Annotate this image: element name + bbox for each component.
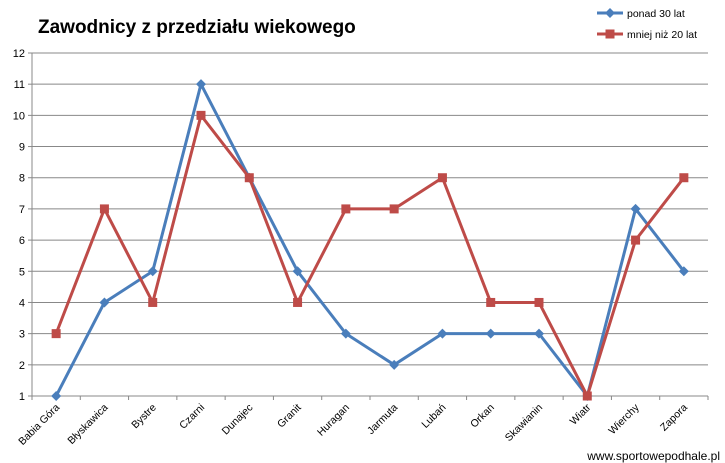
data-point bbox=[196, 110, 206, 120]
series-line bbox=[54, 113, 686, 398]
y-tick-label: 12 bbox=[13, 48, 25, 60]
data-point bbox=[293, 297, 303, 307]
data-point bbox=[340, 328, 351, 339]
x-tick-label: Orkan bbox=[468, 402, 497, 431]
data-point bbox=[437, 173, 447, 183]
legend-label: mniej niż 20 lat bbox=[627, 29, 697, 41]
legend-marker bbox=[605, 8, 615, 18]
data-point bbox=[51, 391, 62, 401]
data-point bbox=[147, 266, 158, 277]
y-tick-label: 4 bbox=[19, 297, 25, 309]
x-tick-label: Wiatr bbox=[568, 401, 594, 427]
legend: ponad 30 lat mniej niż 20 lat bbox=[597, 8, 697, 41]
y-tick-label: 8 bbox=[19, 173, 25, 185]
x-tick-label: Babia Góra bbox=[16, 402, 62, 448]
y-tick-label: 1 bbox=[19, 391, 25, 403]
y-tick-label: 5 bbox=[19, 266, 25, 278]
data-point bbox=[292, 266, 303, 277]
series-line bbox=[54, 82, 686, 398]
data-point bbox=[51, 329, 61, 339]
data-point bbox=[389, 359, 400, 370]
chart-title: Zawodnicy z przedziału wiekowego bbox=[38, 17, 356, 38]
data-point bbox=[630, 203, 641, 214]
series-2 bbox=[51, 110, 689, 401]
legend-label: ponad 30 lat bbox=[627, 8, 685, 20]
data-point bbox=[582, 391, 592, 401]
data-point bbox=[534, 297, 544, 307]
x-tick-label: Dunajec bbox=[220, 402, 256, 438]
source-credit: www.sportowepodhale.pl bbox=[586, 449, 720, 463]
data-point bbox=[678, 266, 689, 277]
data-point bbox=[485, 328, 496, 339]
x-tick-label: Granit bbox=[275, 402, 304, 431]
y-tick-label: 6 bbox=[19, 235, 25, 247]
x-tick-label: Czarni bbox=[177, 402, 207, 432]
y-tick-label: 9 bbox=[19, 142, 25, 154]
series-group bbox=[51, 79, 689, 401]
x-tick-labels: Babia Góra Błyskawica Bystre Czarni Dunajec G… bbox=[16, 401, 690, 448]
y-tick-label: 7 bbox=[19, 204, 25, 216]
data-point bbox=[486, 297, 496, 307]
data-point bbox=[196, 79, 206, 90]
data-point bbox=[534, 328, 544, 339]
data-point bbox=[99, 297, 110, 308]
x-tick-label: Bystre bbox=[129, 402, 159, 432]
data-point bbox=[148, 297, 158, 307]
data-point bbox=[341, 204, 351, 214]
y-tick-label: 10 bbox=[13, 110, 25, 122]
x-tick-label: Lubań bbox=[419, 402, 448, 431]
x-tick-label: Wierchy bbox=[606, 401, 642, 437]
data-point bbox=[99, 204, 109, 214]
x-tick-label: Skawianin bbox=[503, 402, 545, 444]
data-point bbox=[679, 173, 689, 183]
data-point bbox=[389, 204, 399, 214]
x-tick-label: Huragan bbox=[315, 402, 352, 439]
y-tick-label: 2 bbox=[19, 360, 25, 372]
data-point bbox=[244, 173, 254, 183]
y-tick-label: 3 bbox=[19, 329, 25, 341]
x-tick-label: Zapora bbox=[658, 402, 690, 434]
data-point bbox=[437, 328, 448, 339]
y-tick-label: 11 bbox=[14, 79, 25, 91]
data-point bbox=[631, 235, 641, 245]
x-tick-label: Błyskawica bbox=[65, 402, 110, 447]
x-tick-label: Jarmuta bbox=[365, 402, 400, 437]
legend-marker bbox=[605, 29, 615, 39]
